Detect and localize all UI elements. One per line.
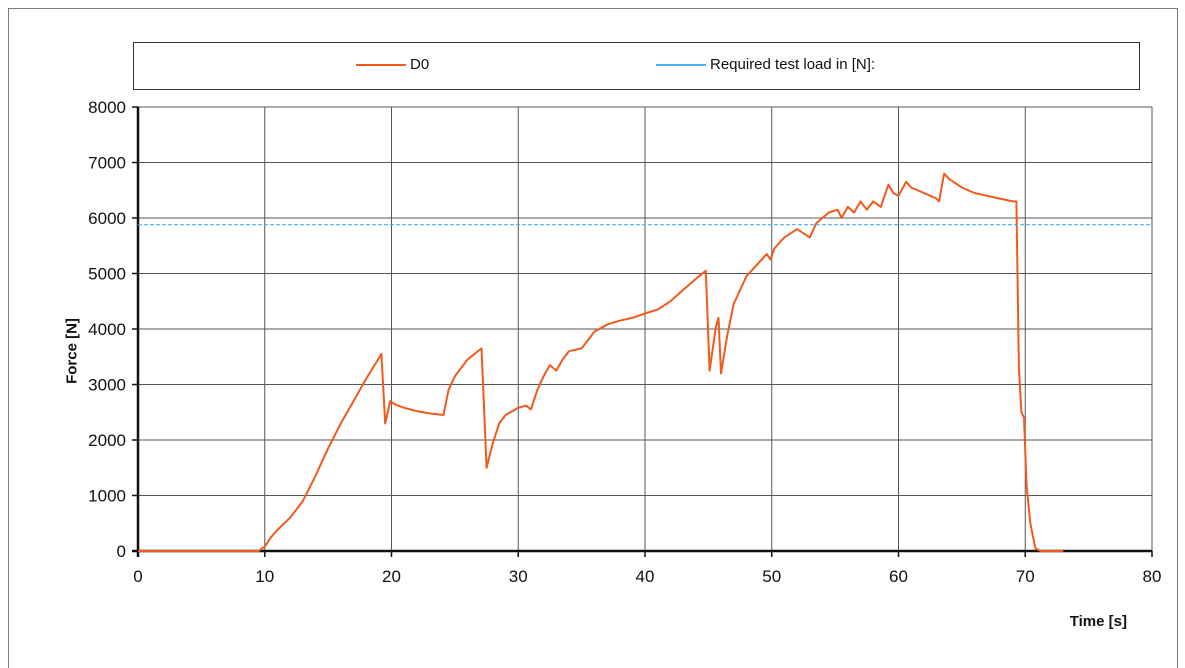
y-tick-label: 8000 [88,98,126,117]
x-tick-label: 60 [889,567,908,586]
x-tick-label: 10 [255,567,274,586]
legend-item-d0: D0 [356,56,429,73]
legend-label-required-load: Required test load in [N]: [710,56,876,73]
y-tick-label: 0 [117,542,126,561]
legend-swatch-d0 [356,63,406,66]
y-tick-label: 1000 [88,487,126,506]
x-tick-label: 80 [1143,567,1162,586]
x-tick-label: 20 [382,567,401,586]
chart-legend: D0 Required test load in [N]: [133,42,1140,90]
page-frame [8,8,1178,668]
x-tick-label: 70 [1016,567,1035,586]
y-tick-label: 7000 [88,154,126,173]
x-tick-label: 0 [133,567,142,586]
y-tick-label: 5000 [88,265,126,284]
x-tick-label: 30 [509,567,528,586]
legend-swatch-required-load [656,63,706,66]
x-tick-label: 50 [762,567,781,586]
y-tick-label: 2000 [88,431,126,450]
chart-plot: 0 10 20 30 40 50 60 70 80 0 1000 2000 3000 4000 5000 60… [88,98,1162,586]
y-tick-label: 4000 [88,320,126,339]
legend-label-d0: D0 [410,56,430,73]
y-tick-label: 3000 [88,376,126,395]
legend-item-required-load: Required test load in [N]: [656,56,875,73]
x-axis-label: Time [s] [1069,613,1127,630]
x-tick-label: 40 [636,567,655,586]
series-line-d0 [138,172,1064,552]
y-tick-label: 6000 [88,209,126,228]
